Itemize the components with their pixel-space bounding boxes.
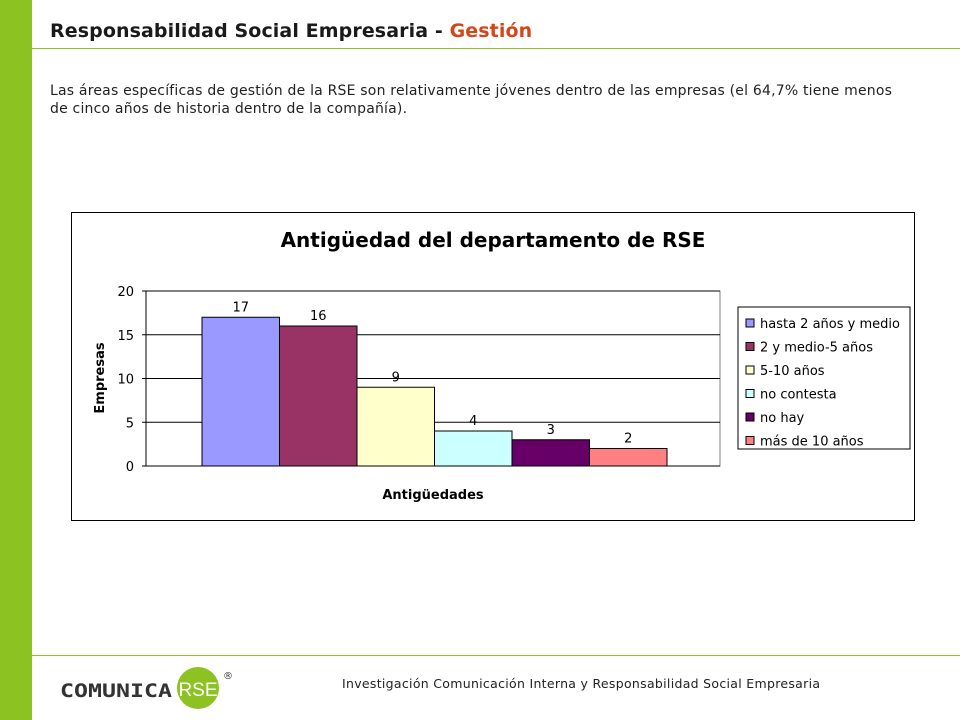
- logo-wordmark: COMUNICA: [60, 680, 173, 702]
- chart-legend: hasta 2 años y medio 2 y medio-5 años 5-10…: [737, 306, 911, 450]
- legend-label: no hay: [760, 411, 805, 426]
- x-axis-label: Antigüedades: [382, 488, 484, 503]
- bar-value-label: 3: [547, 423, 555, 438]
- legend-box: [737, 306, 911, 450]
- plot-area: 0 5 10 15 20 17 16 9 4 3 2: [117, 285, 721, 475]
- legend-swatch: [745, 318, 755, 328]
- y-tick-label: 10: [117, 373, 134, 388]
- legend-swatch: [745, 412, 755, 422]
- legend-swatch: [745, 389, 755, 398]
- legend-swatch: [745, 365, 755, 375]
- bar-chart: Antigüedad del departamento de RSE Empre…: [93, 228, 911, 503]
- page-title: Responsabilidad Social Empresaria - Gest…: [50, 20, 532, 42]
- chart-frame: Antigüedad del departamento de RSE Empre…: [71, 212, 915, 521]
- logo-badge-text: RSE: [178, 680, 217, 701]
- legend-label: no contesta: [760, 388, 837, 403]
- y-tick-label: 15: [117, 329, 134, 344]
- bar-1: [201, 316, 280, 467]
- legend-swatch: [745, 436, 755, 445]
- chart-title: Antigüedad del departamento de RSE: [281, 228, 706, 252]
- legend-label: hasta 2 años y medio: [760, 317, 900, 332]
- header-divider: [32, 48, 960, 49]
- y-tick-label: 20: [117, 285, 134, 300]
- legend-swatch: [745, 342, 755, 351]
- logo-graphic: COMUNICA RSE ®: [60, 667, 233, 709]
- bar-value-label: 4: [469, 414, 477, 429]
- y-axis-label: Empresas: [93, 342, 108, 413]
- y-tick-label: 0: [126, 460, 134, 475]
- footer-divider: [32, 655, 960, 656]
- comunica-rse-logo: COMUNICA RSE ®: [60, 666, 240, 712]
- page-title-accent: Gestión: [449, 20, 533, 42]
- bar-value-label: 16: [310, 309, 327, 324]
- side-accent-bar: [0, 0, 32, 720]
- bar-4: [434, 430, 513, 467]
- y-tick-label: 5: [126, 416, 134, 431]
- page-title-main: Responsabilidad Social Empresaria -: [50, 20, 450, 42]
- legend-label: más de 10 años: [760, 435, 864, 450]
- bar-5: [511, 439, 590, 467]
- registered-mark: ®: [223, 671, 233, 682]
- bar-value-label: 9: [392, 370, 400, 385]
- footer-caption: Investigación Comunicación Interna y Res…: [342, 676, 821, 691]
- logo-badge-circle: [177, 667, 219, 709]
- bar-3: [356, 386, 435, 467]
- legend-label: 2 y medio-5 años: [760, 341, 873, 356]
- intro-paragraph: Las áreas específicas de gestión de la R…: [50, 83, 893, 117]
- bar-2: [279, 325, 358, 467]
- bar-value-label: 2: [624, 432, 632, 447]
- legend-label: 5-10 años: [760, 364, 825, 379]
- bar-6: [589, 448, 668, 467]
- bar-value-label: 17: [232, 300, 249, 315]
